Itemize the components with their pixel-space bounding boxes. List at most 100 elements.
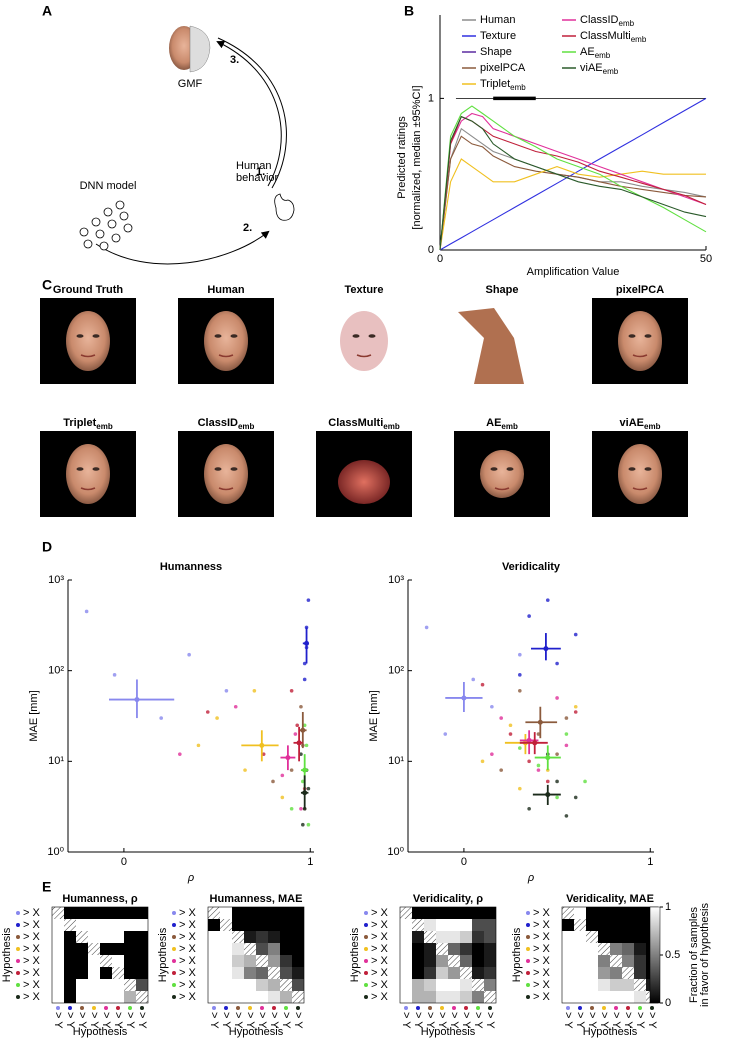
heatmap-cell	[562, 931, 574, 943]
scatter-point	[280, 795, 285, 800]
column-label: > Y	[256, 1012, 268, 1029]
face-eye	[490, 467, 498, 471]
face-label-main: viAE	[620, 417, 644, 429]
heatmap-cell	[268, 931, 280, 943]
heatmap-frame	[207, 906, 305, 1004]
heatmap-cell	[292, 919, 304, 931]
row-color-dot	[364, 983, 368, 987]
scatter-point	[555, 795, 559, 800]
heatmap-cell	[64, 943, 76, 955]
heatmap-cell	[52, 979, 64, 991]
heatmap-cell	[52, 931, 64, 943]
chart-title: Humanness	[160, 561, 222, 573]
face-label-main: Human	[207, 284, 245, 296]
scatter-point	[304, 743, 309, 748]
row-color-dot	[16, 995, 20, 999]
heatmap-cell	[280, 943, 292, 955]
heatmap-cell	[460, 931, 472, 943]
heatmap-cell	[100, 979, 112, 991]
heatmap-cell	[244, 931, 256, 943]
heatmap-cell	[280, 931, 292, 943]
median-point	[302, 790, 308, 796]
row-color-dot	[172, 971, 176, 975]
scatter-point	[518, 746, 522, 750]
column-color-dot	[212, 1006, 216, 1010]
x-axis-label: Hypothesis	[421, 1026, 476, 1038]
column-color-dot	[650, 1006, 654, 1010]
legend-label-subscript: emb	[510, 83, 526, 92]
diagonal-cell	[208, 907, 220, 919]
heatmap-cell	[436, 955, 448, 967]
heatmap-cell	[424, 955, 436, 967]
column-color-dot	[602, 1006, 606, 1010]
series-line	[439, 158, 706, 251]
face-render	[618, 444, 662, 504]
median-point	[296, 740, 302, 746]
scatter-point	[261, 752, 266, 756]
heatmap-cell	[598, 955, 610, 967]
row-color-dot	[526, 983, 530, 987]
heatmap-cell	[232, 907, 244, 919]
diagonal-cell	[124, 979, 136, 991]
step-label: 2.	[243, 222, 252, 234]
heatmap-cell	[124, 931, 136, 943]
scatter-point	[302, 723, 307, 728]
diagonal-cell	[412, 919, 424, 931]
face-label-subscript: emb	[501, 422, 518, 431]
heatmap-cell	[124, 919, 136, 931]
column-label: > Y	[124, 1012, 136, 1029]
colorbar-tick-label: 0.5	[665, 949, 680, 961]
legend-label: Tripletemb	[480, 78, 526, 92]
face-label-main: Triplet	[63, 417, 96, 429]
heatmap-cell	[280, 967, 292, 979]
column-label: > Y	[412, 1012, 424, 1029]
scatter-point	[178, 752, 182, 756]
scatter-point	[527, 614, 531, 618]
heatmap-cell	[574, 967, 586, 979]
heatmap-cell	[280, 991, 292, 1003]
legend-label: Shape	[480, 46, 512, 58]
median-point	[461, 695, 467, 701]
column-label: > Y	[562, 1012, 574, 1029]
row-label: > X	[179, 967, 196, 979]
heatmap-cell	[244, 955, 256, 967]
column-color-dot	[296, 1006, 300, 1010]
heatmap-cell	[232, 919, 244, 931]
heatmap-cell	[76, 943, 88, 955]
heatmap-cell	[64, 931, 76, 943]
heatmap-cell	[562, 967, 574, 979]
heatmap-cell	[598, 967, 610, 979]
heatmap-cell	[472, 955, 484, 967]
dnn-model-label: DNN model	[80, 180, 137, 192]
heatmap-cell	[64, 979, 76, 991]
scatter-point	[555, 696, 559, 700]
heatmap-cell	[634, 919, 646, 931]
heatmap-cell	[208, 967, 220, 979]
column-color-dot	[404, 1006, 408, 1010]
scatter-point	[499, 716, 503, 720]
scatter-point	[555, 779, 559, 784]
scatter-point	[508, 732, 513, 736]
column-color-dot	[104, 1006, 108, 1010]
y-tick-label: 10³	[388, 574, 404, 586]
column-color-dot	[92, 1006, 96, 1010]
row-label: > X	[371, 979, 388, 991]
diagonal-cell	[280, 979, 292, 991]
scatter-point	[196, 743, 201, 748]
heatmap-cell	[64, 955, 76, 967]
heatmap-cell	[268, 955, 280, 967]
heatmap-cell	[88, 919, 100, 931]
column-label: > Y	[400, 1012, 412, 1029]
column-color-dot	[614, 1006, 618, 1010]
heatmap-cell	[586, 979, 598, 991]
column-label: > Y	[622, 1012, 634, 1029]
diagonal-cell	[400, 907, 412, 919]
row-color-dot	[172, 911, 176, 915]
heatmap-cell	[244, 991, 256, 1003]
median-point	[300, 727, 306, 733]
heatmap-cell	[208, 955, 220, 967]
row-label: > X	[23, 907, 40, 919]
scatter-point	[564, 814, 569, 818]
column-label: > Y	[76, 1012, 88, 1029]
face-label: Tripletemb	[63, 417, 113, 431]
